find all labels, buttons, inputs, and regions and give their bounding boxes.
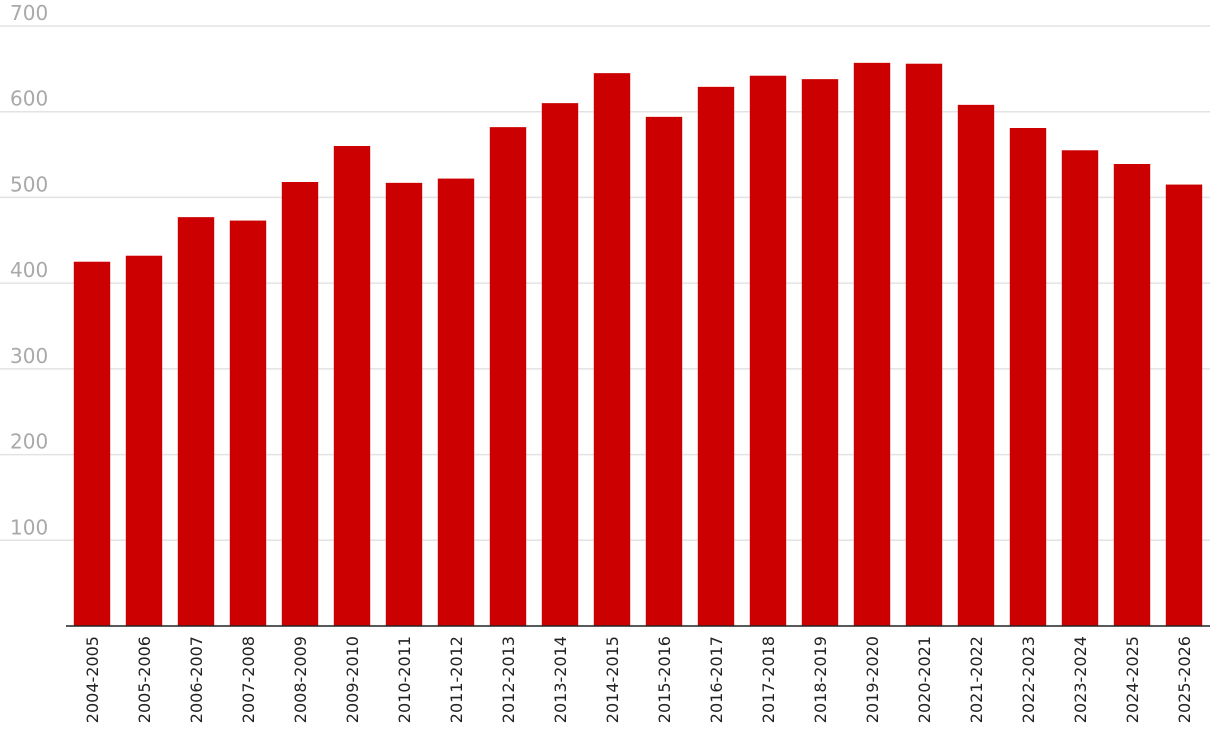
bar (1009, 128, 1047, 626)
y-tick-label: 600 (10, 87, 48, 111)
bar (229, 220, 267, 627)
x-tick-label: 2023-2024 (1071, 636, 1090, 723)
y-tick-label: 300 (10, 344, 48, 368)
bar (333, 146, 371, 626)
bar (749, 75, 787, 626)
x-tick-label: 2005-2006 (135, 636, 154, 723)
bar (385, 182, 423, 626)
bar (1165, 184, 1203, 627)
x-tick-label: 2015-2016 (655, 636, 674, 723)
bar (697, 86, 735, 627)
x-tick-label: 2010-2011 (395, 636, 414, 723)
x-tick-label: 2024-2025 (1123, 636, 1142, 723)
bars (73, 62, 1203, 627)
x-tick-label: 2008-2009 (291, 636, 310, 723)
bar (281, 182, 319, 626)
bar (177, 217, 215, 626)
y-tick-label: 200 (10, 430, 48, 454)
bar (801, 79, 839, 626)
bar (905, 63, 943, 626)
x-tick-label: 2017-2018 (759, 636, 778, 723)
x-tick-label: 2020-2021 (915, 636, 934, 723)
y-axis-tick-labels: 100 200 300 400 500 600 700 (10, 1, 48, 539)
bar (1061, 150, 1099, 627)
bar (73, 261, 111, 626)
x-axis-tick-labels: 2004-2005 2005-2006 2006-2007 2007-2008 2008… (83, 636, 1194, 723)
bar (1113, 164, 1151, 626)
bar (541, 103, 579, 626)
y-tick-label: 400 (10, 258, 48, 282)
x-tick-label: 2014-2015 (603, 636, 622, 723)
x-tick-label: 2021-2022 (967, 636, 986, 723)
y-tick-label: 500 (10, 172, 48, 196)
x-tick-label: 2009-2010 (343, 636, 362, 723)
x-tick-label: 2022-2023 (1019, 636, 1038, 723)
bar (437, 178, 475, 627)
x-tick-label: 2016-2017 (707, 636, 726, 723)
x-tick-label: 2007-2008 (239, 636, 258, 723)
x-tick-label: 2004-2005 (83, 636, 102, 723)
x-tick-label: 2018-2019 (811, 636, 830, 723)
bar (489, 127, 527, 627)
bar (593, 73, 631, 626)
y-tick-label: 100 (10, 515, 48, 539)
bar (853, 62, 891, 627)
x-tick-label: 2025-2026 (1175, 636, 1194, 723)
bar (125, 255, 163, 626)
x-tick-label: 2013-2014 (551, 636, 570, 723)
x-tick-label: 2019-2020 (863, 636, 882, 723)
x-tick-label: 2011-2012 (447, 636, 466, 723)
y-tick-label: 700 (10, 1, 48, 25)
bar (957, 104, 995, 627)
bar (645, 116, 683, 626)
x-tick-label: 2006-2007 (187, 636, 206, 723)
x-tick-label: 2012-2013 (499, 636, 518, 723)
